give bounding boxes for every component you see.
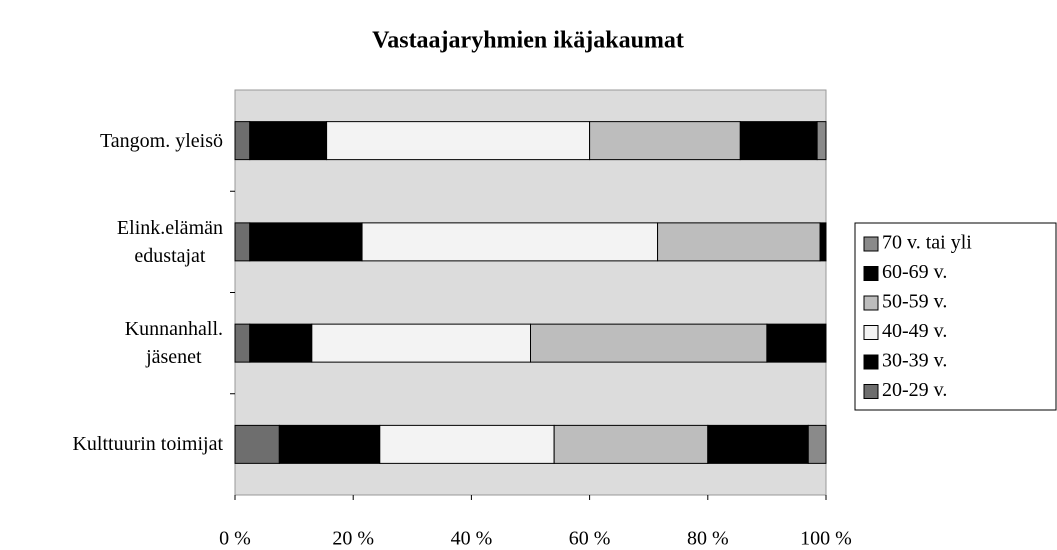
bar-segment	[379, 424, 555, 464]
chart-title: Vastaajaryhmien ikäjakaumat	[372, 28, 684, 54]
legend-swatch	[863, 354, 879, 370]
bar-segment	[807, 424, 827, 464]
y-tick-label: Kunnanhall. jäsenet	[124, 318, 223, 369]
legend-label: 70 v. tai yli	[882, 232, 972, 254]
bar-segment	[234, 424, 280, 464]
legend-label: 50-59 v.	[882, 291, 947, 313]
y-tick-label: Tangom. yleisö	[99, 129, 223, 152]
x-tick-label: 0 %	[219, 528, 251, 550]
legend-label: 60-69 v.	[882, 261, 947, 283]
x-tick-label: 60 %	[569, 528, 611, 550]
bar-segment	[657, 222, 821, 262]
legend-label: 20-29 v.	[882, 379, 947, 401]
legend-swatch	[863, 325, 879, 340]
bar-segment	[249, 323, 313, 363]
bar-segment	[234, 222, 251, 262]
bar-segment	[816, 121, 827, 161]
legend-swatch	[863, 295, 879, 311]
bar-segment	[311, 323, 531, 363]
legend-swatch	[863, 266, 879, 281]
bar-segment	[819, 222, 827, 262]
legend-label: 40-49 v.	[882, 320, 947, 342]
bar-segment	[766, 323, 827, 363]
bar-segment	[249, 121, 328, 161]
x-tick-label: 20 %	[332, 528, 374, 550]
bar-segment	[234, 121, 251, 161]
x-tick-label: 100 %	[800, 528, 852, 550]
x-tick-label: 80 %	[687, 528, 729, 550]
bar-segment	[739, 121, 818, 161]
bar-segment	[278, 424, 381, 464]
legend-swatch	[863, 236, 879, 252]
y-tick-label: Elink.elämän edustajat	[116, 216, 223, 267]
legend-label: 30-39 v.	[882, 350, 947, 372]
bar-segment	[326, 121, 591, 161]
x-tick-label: 40 %	[451, 528, 493, 550]
bar-segment	[249, 222, 363, 262]
y-tick-label: Kulttuurin toimijat	[72, 433, 223, 456]
bar-segment	[234, 323, 251, 363]
legend	[854, 222, 1057, 411]
legend-swatch	[863, 384, 879, 399]
bar-segment	[707, 424, 809, 464]
bar-segment	[530, 323, 768, 363]
bar-segment	[361, 222, 659, 262]
bar-segment	[589, 121, 741, 161]
bar-segment	[553, 424, 709, 464]
